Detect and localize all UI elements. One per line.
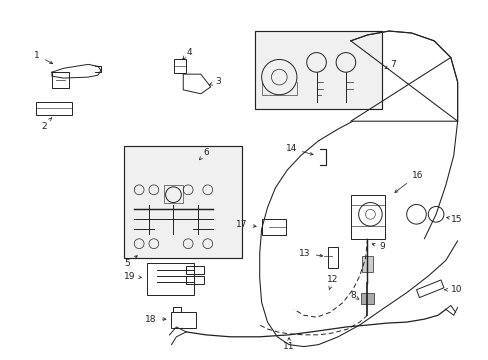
Text: 15: 15 <box>446 215 461 224</box>
Bar <box>327 247 337 268</box>
Bar <box>350 195 385 239</box>
Bar <box>254 31 382 109</box>
Text: 7: 7 <box>384 60 395 69</box>
Bar <box>163 185 183 203</box>
Bar <box>124 146 242 258</box>
Bar <box>171 312 196 328</box>
Bar <box>361 256 373 272</box>
Text: 1: 1 <box>34 51 53 64</box>
Bar <box>36 102 71 115</box>
Text: 18: 18 <box>145 315 165 324</box>
Text: 6: 6 <box>199 148 208 160</box>
Text: 4: 4 <box>183 48 191 59</box>
Bar <box>147 263 194 294</box>
Text: 3: 3 <box>209 77 221 86</box>
Text: 9: 9 <box>371 242 384 251</box>
Bar <box>186 266 203 274</box>
Text: 16: 16 <box>394 171 422 193</box>
Text: 19: 19 <box>123 271 141 280</box>
Text: 10: 10 <box>444 285 461 294</box>
Text: 5: 5 <box>124 256 137 268</box>
Text: 8: 8 <box>349 291 358 300</box>
Text: 13: 13 <box>299 249 322 258</box>
Text: 12: 12 <box>326 275 337 290</box>
Bar <box>261 219 285 235</box>
Bar <box>186 276 203 284</box>
Bar <box>360 293 374 305</box>
Text: 17: 17 <box>236 220 256 229</box>
Bar <box>174 59 186 73</box>
Text: 14: 14 <box>285 144 312 155</box>
Text: 2: 2 <box>41 118 52 131</box>
Text: 11: 11 <box>283 338 294 351</box>
